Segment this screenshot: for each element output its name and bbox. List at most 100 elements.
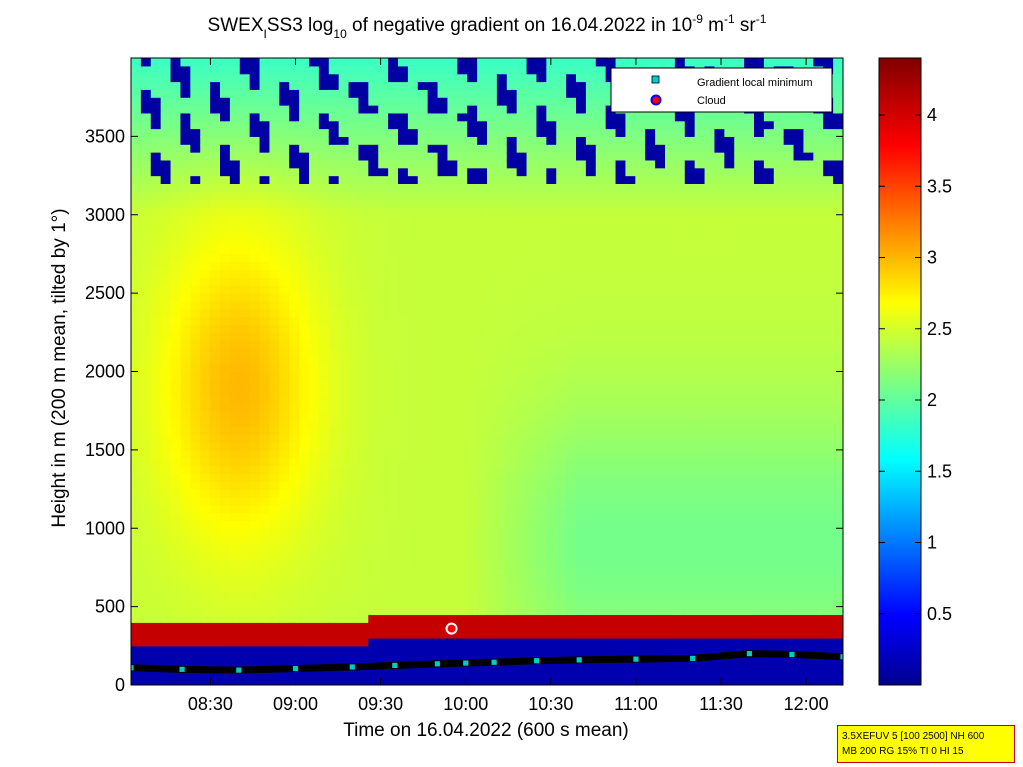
heatmap-cell (615, 598, 627, 608)
heatmap-cell (131, 363, 142, 373)
heatmap-cell (437, 355, 449, 365)
heatmap-cell (665, 645, 676, 655)
heatmap-cell (309, 261, 320, 271)
heatmap-cell (160, 551, 172, 561)
heatmap-cell (220, 214, 231, 224)
heatmap-cell (437, 120, 449, 130)
heatmap-cell (220, 434, 231, 443)
heatmap-cell (259, 645, 271, 655)
heatmap-cell (378, 677, 389, 685)
heatmap-cell (220, 489, 231, 498)
heatmap-cell (645, 246, 656, 255)
heatmap-cell (526, 512, 538, 522)
heatmap-cell (506, 567, 518, 576)
heatmap-cell (427, 496, 439, 506)
heatmap-cell (625, 481, 636, 490)
heatmap-cell (427, 112, 439, 122)
heatmap-cell (279, 677, 290, 685)
heatmap-cell (299, 214, 310, 224)
heatmap-cell (299, 246, 310, 255)
heatmap-cell (190, 222, 201, 232)
heatmap-cell (150, 332, 162, 341)
heatmap-cell (398, 473, 409, 482)
heatmap-cell (259, 575, 271, 584)
heatmap-cell (536, 214, 547, 224)
heatmap-cell (487, 89, 498, 98)
heatmap-cell (467, 308, 478, 318)
heatmap-cell (496, 465, 508, 474)
heatmap-cell (299, 410, 310, 420)
heatmap-cell (269, 512, 280, 522)
heatmap-cell (279, 222, 290, 232)
heatmap-cell (477, 136, 488, 145)
heatmap-cell (585, 551, 597, 561)
heatmap-cell (595, 457, 607, 467)
heatmap-cell (180, 277, 191, 286)
heatmap-cell (299, 473, 310, 482)
heatmap-cell (269, 410, 280, 420)
heatmap-cell (417, 58, 429, 67)
heatmap-cell (447, 363, 458, 373)
heatmap-cell (496, 65, 508, 75)
heatmap-cell (249, 277, 261, 286)
heatmap-cell (655, 387, 666, 396)
heatmap-cell (239, 246, 251, 255)
heatmap-cell (536, 637, 547, 647)
heatmap-cell (249, 324, 261, 333)
heatmap-cell (160, 316, 172, 326)
heatmap-cell (328, 504, 340, 514)
heatmap-cell (200, 89, 211, 98)
heatmap-cell (477, 379, 488, 388)
heatmap-cell (576, 253, 587, 263)
heatmap-cell (585, 136, 597, 145)
heatmap-cell (328, 65, 340, 75)
heatmap-cell (437, 300, 449, 310)
heatmap-cell (566, 58, 577, 67)
heatmap-cell (140, 120, 152, 130)
heatmap-cell (269, 105, 280, 114)
heatmap-cell (338, 269, 350, 279)
heatmap-cell (605, 183, 617, 192)
heatmap-cell (427, 449, 439, 459)
heatmap-cell (684, 308, 696, 318)
heatmap-cell (714, 144, 725, 153)
heatmap-cell (378, 58, 389, 67)
heatmap-cell (160, 363, 172, 373)
heatmap-cell (229, 567, 241, 576)
heatmap-cell (239, 105, 251, 114)
heatmap-cell (368, 316, 379, 326)
heatmap-cell (259, 112, 271, 122)
heatmap-cell (556, 489, 567, 498)
heatmap-cell (220, 144, 231, 153)
heatmap-cell (289, 512, 300, 522)
heatmap-cell (407, 128, 419, 137)
heatmap-cell (229, 120, 241, 130)
heatmap-cell (605, 379, 617, 388)
heatmap-cell (585, 528, 597, 537)
heatmap-cell (279, 590, 290, 600)
heatmap-cell (427, 261, 439, 271)
heatmap-cell (526, 97, 538, 106)
heatmap-cell (407, 590, 419, 600)
heatmap-cell (368, 442, 379, 451)
heatmap-cell (309, 65, 320, 75)
heatmap-cell (605, 575, 617, 584)
heatmap-cell (645, 481, 656, 490)
heatmap-cell (140, 418, 152, 427)
heatmap-cell (506, 645, 518, 655)
heatmap-cell (131, 426, 142, 435)
heatmap-cell (694, 418, 706, 427)
heatmap-cell (190, 551, 201, 561)
heatmap-cell (566, 112, 577, 122)
heatmap-cell (259, 183, 271, 192)
heatmap-cell (229, 206, 241, 216)
heatmap-cell (417, 230, 429, 239)
heatmap-cell (595, 661, 607, 670)
heatmap-cell (368, 269, 379, 279)
heatmap-cell (289, 285, 300, 294)
heatmap-cell (269, 261, 280, 271)
heatmap-cell (190, 300, 201, 310)
heatmap-cell (150, 559, 162, 569)
heatmap-cell (348, 614, 360, 623)
heatmap-cell (417, 434, 429, 443)
